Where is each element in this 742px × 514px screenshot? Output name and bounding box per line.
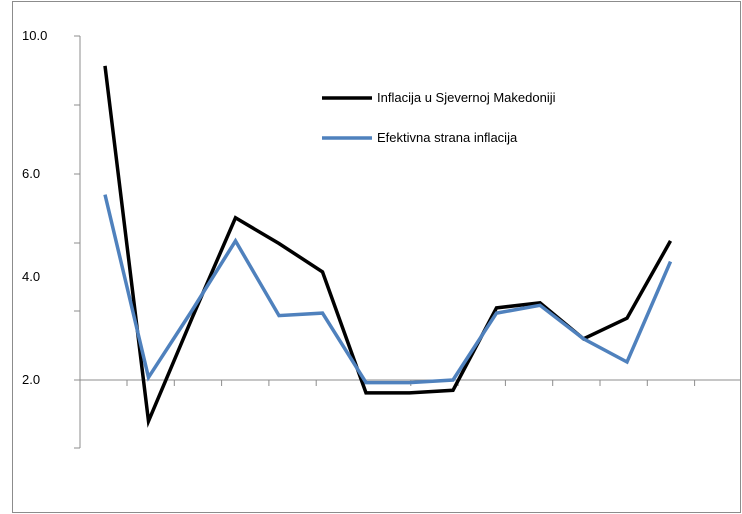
series-layer: [103, 65, 673, 428]
y-tick-label: 10.0: [22, 28, 47, 43]
y-tick-label: 6.0: [22, 166, 40, 181]
series-line-strana-inflacija: [103, 194, 673, 385]
legend-label-inflacija: Inflacija u Sjevernoj Makedoniji: [377, 90, 556, 105]
y-tick-label: 4.0: [22, 269, 40, 284]
legend: Inflacija u Sjevernoj Makedoniji Efektiv…: [322, 90, 556, 145]
series-line-inflacija: [103, 65, 673, 428]
chart-frame: [12, 1, 741, 513]
legend-label-strana-inflacija: Efektivna strana inflacija: [377, 130, 518, 145]
y-axis: 2.0 4.0 6.0 10.0: [22, 28, 81, 449]
x-axis: [80, 379, 740, 386]
y-tick-label: 2.0: [22, 372, 40, 387]
